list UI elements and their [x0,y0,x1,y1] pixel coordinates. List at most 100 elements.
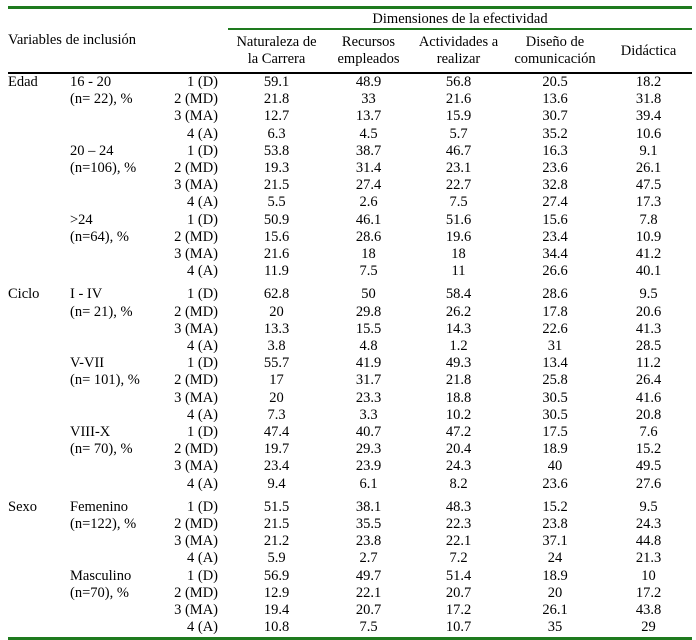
level-label: 4 (A) [186,263,218,280]
level-label: 3 (MA) [174,177,218,194]
value-cell: 48.3 [445,498,472,515]
table-row: 4 (A) 6.3 4.5 5.7 35.2 10.6 [8,126,692,143]
value-cell: 7.5 [325,619,412,640]
table-row: 4 (A) 11.9 7.5 11 26.6 40.1 [8,263,692,280]
value-cell: 12.7 [263,108,290,125]
empty-cell [8,407,70,424]
subgroup-label: VIII-X [70,424,111,441]
level-label: 1 (D) [186,211,218,228]
value-cell: 7.8 [639,211,658,228]
empty-cell [70,177,165,194]
variable-label: Sexo [8,498,37,515]
value-cell: 41.6 [635,389,662,406]
value-cell: 23.8 [355,533,382,550]
value-cell: 41.3 [635,320,662,337]
table-header: Variables de inclusión Dimensiones de la… [8,7,692,74]
value-cell: 39.4 [635,108,662,125]
level-label: 2 (MD) [174,372,218,389]
value-cell: 26.4 [635,372,662,389]
value-cell: 13.7 [355,108,382,125]
value-cell: 13.4 [542,355,568,372]
value-cell: 53.8 [263,142,290,159]
empty-cell [70,458,165,475]
level-label: 1 (D) [186,498,218,515]
table-row: (n= 22), % 2 (MD) 21.8 33 21.6 13.6 31.8 [8,91,692,108]
subgroup-label: (n=64), % [70,228,129,245]
value-cell: 26.1 [542,602,568,619]
value-cell: 15.2 [542,498,568,515]
subgroup-label: 16 - 20 [70,74,112,90]
value-cell: 51.4 [445,567,472,584]
value-cell: 37.1 [542,533,568,550]
empty-cell [8,212,70,229]
value-cell: 32.8 [542,177,568,194]
value-cell: 41.9 [355,355,382,372]
value-cell: 20 [269,303,284,320]
subgroup-label: Femenino [70,498,128,515]
empty-cell [70,246,165,263]
subgroup-label: (n= 101), % [70,372,140,389]
value-cell: 49.5 [635,458,662,475]
value-cell: 21.3 [635,550,662,567]
value-cell: 3.8 [267,338,286,355]
value-cell: 11 [451,263,466,280]
value-cell: 27.4 [355,177,382,194]
empty-cell [8,424,70,441]
subgroup-label: V-VII [70,355,105,372]
value-cell: 47.4 [263,424,290,441]
value-cell: 10.2 [445,406,472,423]
table-row: 4 (A) 5.9 2.7 7.2 24 21.3 [8,550,692,567]
value-cell: 18.9 [542,441,568,458]
column-header: Diseño de comunicación [505,29,605,74]
empty-cell [8,321,70,338]
column-header-line: comunicación [514,51,596,67]
value-cell: 38.1 [355,498,382,515]
level-label: 2 (MD) [174,91,218,108]
value-cell: 4.8 [359,338,378,355]
value-cell: 20 [269,389,284,406]
value-cell: 38.7 [355,142,382,159]
value-cell: 10.7 [412,619,505,640]
value-cell: 20.7 [355,602,382,619]
value-cell: 47.5 [635,177,662,194]
level-label: 1 (D) [186,286,218,303]
value-cell: 30.5 [542,406,568,423]
value-cell: 55.7 [263,355,290,372]
level-label: 1 (D) [186,424,218,441]
empty-cell [70,321,165,338]
value-cell: 34.4 [542,246,568,263]
level-label: 2 (MD) [174,228,218,245]
empty-cell [8,458,70,475]
value-cell: 7.5 [449,194,468,211]
value-cell: 10.8 [228,619,325,640]
level-label: 3 (MA) [174,602,218,619]
value-cell: 23.4 [263,458,290,475]
value-cell: 23.4 [542,228,568,245]
column-header-line: Didáctica [620,42,677,59]
level-label: 2 (MD) [174,516,218,533]
value-cell: 35 [505,619,605,640]
subgroup-label: (n= 22), % [70,91,133,108]
empty-cell [8,126,70,143]
value-cell: 18.8 [445,389,472,406]
table-row: 3 (MA) 19.4 20.7 17.2 26.1 43.8 [8,602,692,619]
value-cell: 51.5 [263,498,290,515]
level-label: 3 (MA) [174,320,218,337]
table-row: 4 (A) 3.8 4.8 1.2 31 28.5 [8,338,692,355]
value-cell: 9.5 [639,498,658,515]
empty-cell [8,533,70,550]
variables-header: Variables de inclusión [8,7,228,74]
value-cell: 15.9 [445,108,472,125]
value-cell: 15.2 [635,441,662,458]
empty-cell [70,390,165,407]
value-cell: 24 [547,550,563,567]
value-cell: 28.6 [542,286,568,303]
value-cell: 43.8 [635,602,662,619]
value-cell: 44.8 [635,533,662,550]
empty-cell [8,304,70,321]
value-cell: 13.6 [542,91,568,108]
value-cell: 40.1 [635,263,662,280]
value-cell: 11.2 [636,355,661,372]
value-cell: 40 [547,458,563,475]
level-label: 1 (D) [186,567,218,584]
